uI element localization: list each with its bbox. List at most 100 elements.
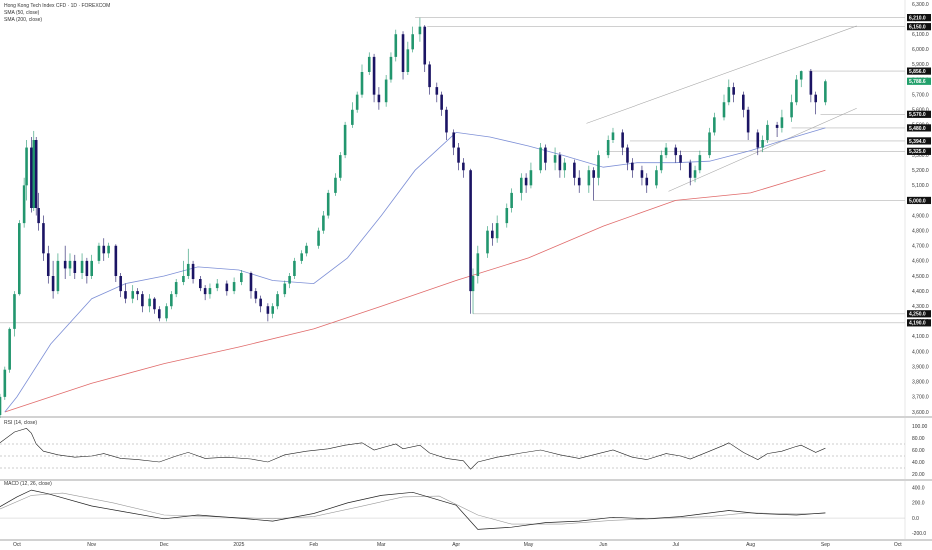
y-tick-label: 3,800.0 [912,380,929,386]
level-badge [907,310,931,318]
candle [288,276,291,284]
candle [13,294,16,329]
candle [322,215,325,231]
candle [377,94,381,103]
candle [317,230,320,246]
candle [401,34,405,72]
candle [621,132,624,148]
candle [732,87,735,95]
y-tick-label: 4,000.0 [912,349,929,355]
candle [486,230,489,254]
y-tick-label: 5,600.0 [912,108,929,114]
candle [25,147,28,186]
candle [587,170,591,186]
candle [824,81,827,103]
macd-tick-label: 200.0 [912,501,925,507]
candle [80,260,84,273]
candle [795,79,798,103]
candle [476,253,480,276]
candle [208,288,212,295]
candle [626,147,629,163]
candle [630,162,634,171]
candle [553,155,557,163]
level-badge-label: 5,570.0 [909,112,926,118]
y-tick-label: 5,300.0 [912,153,929,159]
chart-title: Hong Kong Tech Index CFD · 1D · FOREXCOM [4,3,111,9]
x-tick-label: Jul [673,542,679,548]
y-tick-label: 3,600.0 [912,410,929,416]
y-tick-label: 5,200.0 [912,168,929,174]
candle [713,117,716,133]
y-tick-label: 5,700.0 [912,92,929,98]
candle [119,276,122,292]
rsi-tick-label: 100.00 [912,424,928,430]
x-tick-label: 2025 [233,542,244,548]
candle [606,140,610,156]
candle [157,309,161,319]
rsi-tick-label: 80.00 [912,436,925,442]
candle [254,291,258,299]
candle [790,102,793,118]
level-badge-label: 4,250.0 [909,312,926,318]
sma200-legend: SMA (200, close) [4,17,43,23]
candle [293,260,296,276]
y-tick-label: 4,300.0 [912,304,929,310]
candle [85,260,89,276]
candle [384,79,388,103]
candle [688,162,692,178]
level-badge [907,124,931,132]
candle [411,34,414,50]
sma50-legend: SMA (50, close) [4,10,40,16]
level-badge-label: 5,325.0 [909,149,926,155]
candle [102,245,106,254]
candle [34,140,38,208]
candle [539,147,542,171]
level-badge-label: 5,394.0 [909,139,926,145]
candle [232,282,236,292]
candle [418,26,422,35]
candle [519,177,523,193]
candle [191,263,195,280]
x-tick-label: Apr [452,542,460,548]
candle [722,102,726,118]
candle [186,263,190,276]
level-badge-label: 5,480.0 [909,126,926,132]
y-tick-label: 4,800.0 [912,228,929,234]
candle [114,245,118,276]
candle [271,306,275,314]
level-badge [907,14,931,22]
candle [8,328,11,370]
candle [406,49,410,72]
candle [524,177,528,186]
candle [563,162,567,171]
candle [63,260,67,269]
candle [22,185,26,224]
candle [326,192,330,216]
sma200-line [4,169,826,413]
candle [766,124,769,140]
channel-line [586,25,857,124]
candle [141,294,144,307]
y-tick-label: 5,100.0 [912,183,929,189]
x-tick-label: Oct [13,542,21,548]
macd-signal-line [0,492,826,525]
candle [174,282,178,295]
x-tick-label: Dec [160,542,169,548]
level-badge [907,319,931,327]
candle [445,109,448,133]
candle [440,94,443,110]
candle [457,147,460,163]
level-badge-label: 6,150.0 [909,25,926,31]
candle [544,147,547,163]
y-tick-label: 4,900.0 [912,213,929,219]
rsi-tick-label: 20.00 [912,472,925,478]
candle [558,155,562,171]
candle [664,147,668,156]
candle [266,306,270,314]
macd-tick-label: 0.0 [912,516,919,522]
candle [491,230,494,239]
x-tick-label: Feb [309,542,318,548]
level-badge-label: 4,190.0 [909,321,926,327]
